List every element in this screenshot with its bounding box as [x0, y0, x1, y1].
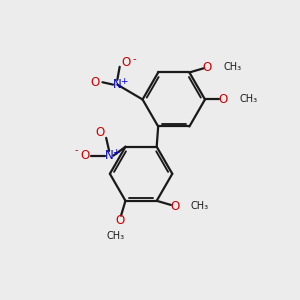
- Text: -: -: [133, 54, 136, 64]
- Text: O: O: [115, 214, 124, 226]
- Text: -: -: [75, 145, 78, 155]
- Text: O: O: [218, 93, 227, 106]
- Text: O: O: [91, 76, 100, 89]
- Text: CH₃: CH₃: [107, 231, 125, 241]
- Text: O: O: [122, 56, 131, 69]
- Text: N: N: [105, 149, 113, 162]
- Text: N: N: [113, 78, 122, 91]
- Text: CH₃: CH₃: [239, 94, 257, 104]
- Text: O: O: [202, 61, 212, 74]
- Text: O: O: [80, 149, 89, 162]
- Text: O: O: [170, 200, 179, 213]
- Text: CH₃: CH₃: [191, 201, 209, 211]
- Text: +: +: [112, 148, 119, 157]
- Text: CH₃: CH₃: [224, 62, 242, 72]
- Text: O: O: [95, 126, 104, 139]
- Text: +: +: [120, 76, 127, 85]
